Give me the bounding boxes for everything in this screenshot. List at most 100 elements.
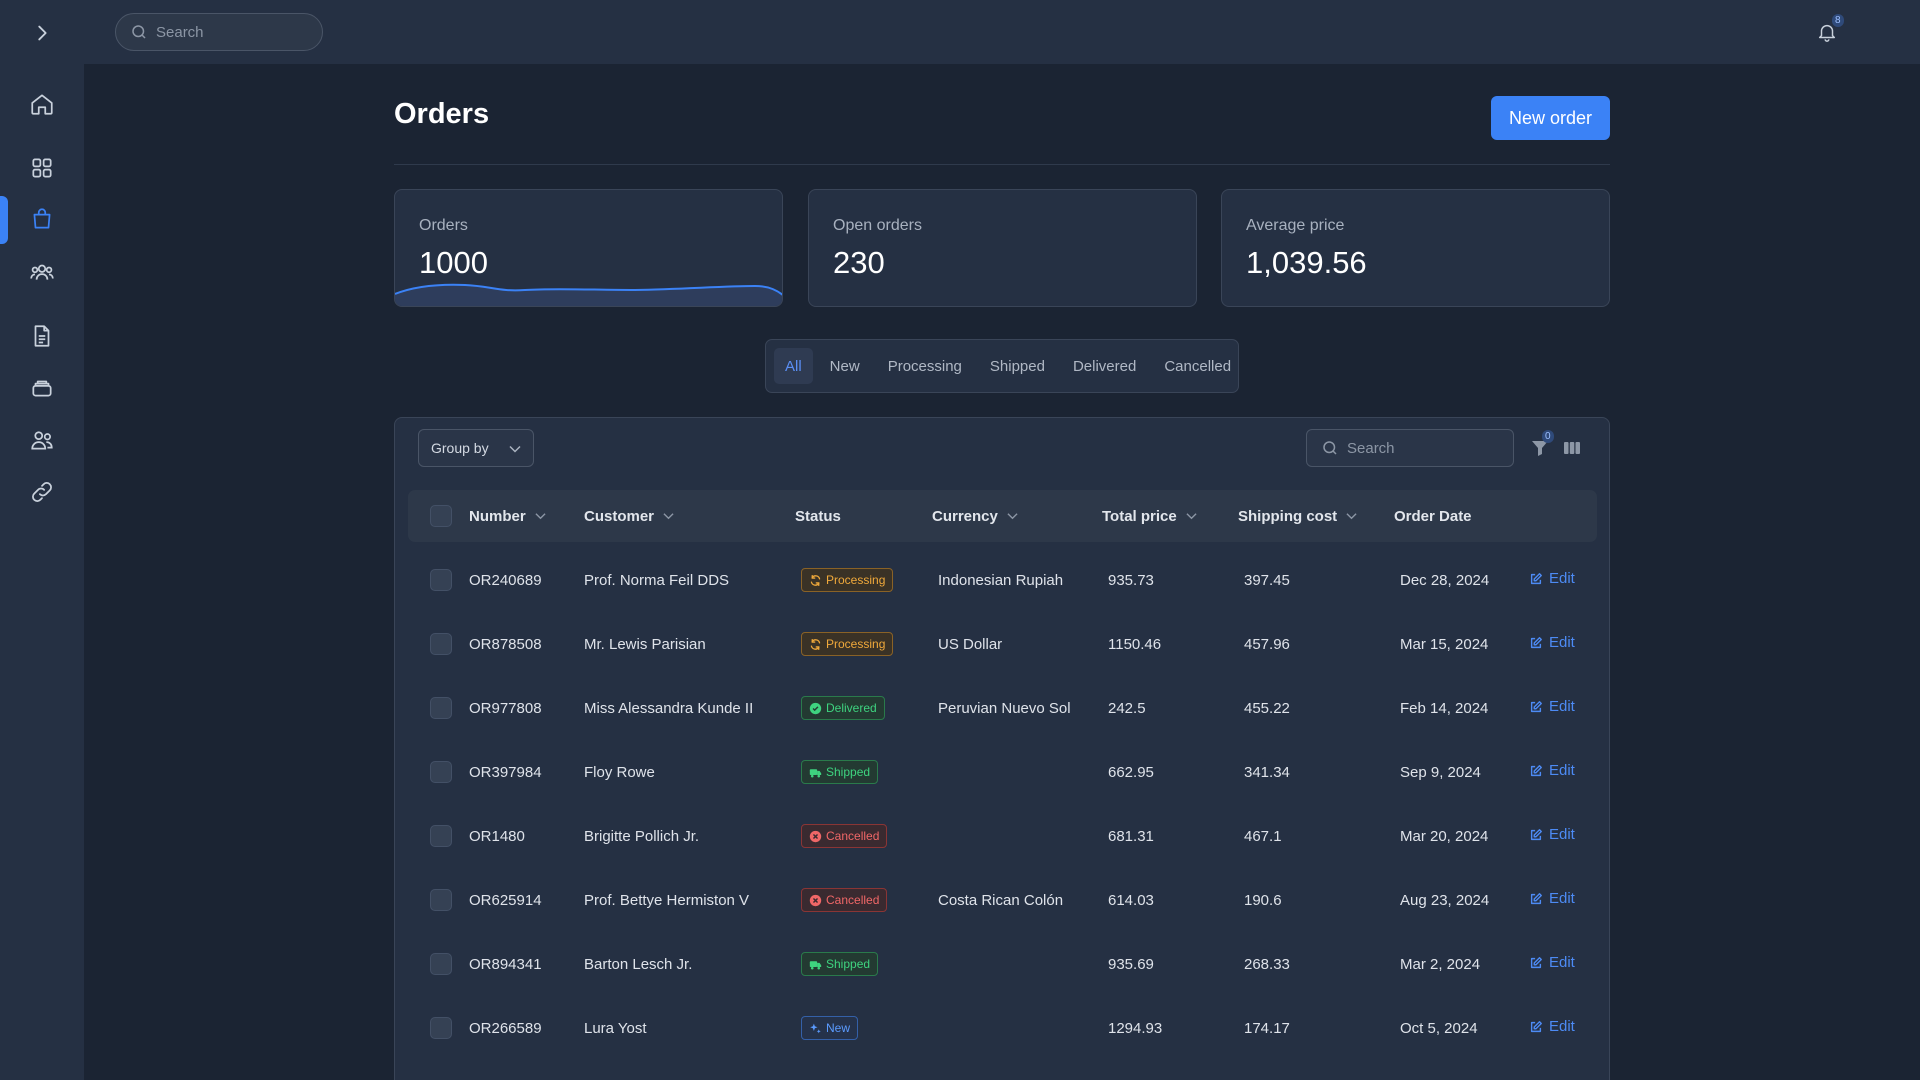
column-header-customer[interactable]: Customer	[584, 490, 674, 542]
sidebar-item-dashboard[interactable]	[0, 145, 84, 191]
table-row[interactable]: OR397984 Floy Rowe Shipped 662.95 341.34…	[395, 740, 1611, 804]
shipping-cost: 268.33	[1244, 955, 1290, 973]
stat-label: Open orders	[833, 217, 922, 234]
sidebar-item-inventory[interactable]	[0, 365, 84, 411]
column-label: Number	[469, 507, 526, 525]
users-icon	[31, 431, 53, 450]
row-checkbox[interactable]	[430, 633, 452, 655]
column-label: Shipping cost	[1238, 507, 1338, 525]
shipping-cost: 174.17	[1244, 1019, 1290, 1037]
sidebar-item-orders[interactable]	[0, 196, 84, 244]
order-date: Mar 15, 2024	[1400, 635, 1489, 653]
row-checkbox[interactable]	[430, 1017, 452, 1039]
global-search[interactable]	[115, 13, 323, 51]
edit-label: Edit	[1549, 1018, 1575, 1035]
sidebar-item-home[interactable]	[0, 81, 84, 127]
tab-delivered[interactable]: Delivered	[1072, 357, 1137, 375]
column-header-shipping-cost[interactable]: Shipping cost	[1238, 490, 1357, 542]
status-cell: Delivered	[801, 676, 885, 740]
x-circle-icon	[809, 894, 822, 906]
group-icon	[30, 264, 54, 280]
stat-value: 1,039.56	[1246, 245, 1367, 280]
row-checkbox[interactable]	[430, 825, 452, 847]
edit-button[interactable]: Edit	[1529, 1018, 1575, 1035]
order-number: OR625914	[469, 891, 542, 909]
status-label: Delivered	[826, 701, 877, 715]
table-row[interactable]: OR266589 Lura Yost New 1294.93 174.17 Oc…	[395, 996, 1611, 1060]
edit-button[interactable]: Edit	[1529, 890, 1575, 907]
edit-icon	[1530, 764, 1542, 776]
status-cell: New	[801, 996, 859, 1060]
edit-button[interactable]: Edit	[1529, 698, 1575, 715]
sidebar-item-links[interactable]	[0, 469, 84, 515]
shipping-cost: 341.34	[1244, 763, 1290, 781]
global-search-input[interactable]	[156, 23, 306, 41]
customer-name: Lura Yost	[584, 1019, 647, 1037]
shipping-cost: 467.1	[1244, 827, 1282, 845]
table-search[interactable]	[1306, 429, 1514, 467]
edit-button[interactable]: Edit	[1529, 634, 1575, 651]
select-all-checkbox[interactable]	[430, 505, 452, 527]
column-header-order-date: Order Date	[1394, 490, 1472, 542]
status-cell: Shipped	[801, 740, 879, 804]
chevron-down-icon	[509, 445, 521, 453]
status-cell: Shipped	[801, 932, 879, 996]
column-header-total-price[interactable]: Total price	[1102, 490, 1197, 542]
edit-button[interactable]: Edit	[1529, 826, 1575, 843]
edit-label: Edit	[1549, 634, 1575, 651]
group-by-select[interactable]: Group by	[418, 429, 534, 467]
row-checkbox[interactable]	[430, 569, 452, 591]
tab-all[interactable]: All	[774, 348, 813, 384]
filter-count-badge: 0	[1542, 430, 1554, 443]
notification-count-badge: 8	[1832, 14, 1844, 27]
sidebar-item-documents[interactable]	[0, 313, 84, 359]
stat-card-open-orders: Open orders 230	[808, 189, 1197, 307]
column-header-currency[interactable]: Currency	[932, 490, 1018, 542]
edit-button[interactable]: Edit	[1529, 762, 1575, 779]
table-row[interactable]: OR977808 Miss Alessandra Kunde II Delive…	[395, 676, 1611, 740]
currency: Peruvian Nuevo Sol	[938, 699, 1071, 717]
table-row[interactable]: OR240689 Prof. Norma Feil DDS Processing…	[395, 548, 1611, 612]
edit-label: Edit	[1549, 826, 1575, 843]
filter-icon[interactable]	[1530, 438, 1550, 458]
tab-cancelled[interactable]: Cancelled	[1164, 357, 1232, 375]
chevron-down-icon	[663, 513, 674, 520]
edit-button[interactable]: Edit	[1529, 570, 1575, 587]
tab-processing[interactable]: Processing	[887, 357, 962, 375]
new-order-button[interactable]: New order	[1491, 96, 1610, 140]
chevron-down-icon	[1346, 513, 1357, 520]
order-number: OR878508	[469, 635, 542, 653]
row-checkbox[interactable]	[430, 953, 452, 975]
table-row[interactable]: OR625914 Prof. Bettye Hermiston V Cancel…	[395, 868, 1611, 932]
notifications-button[interactable]	[1813, 18, 1841, 46]
row-checkbox[interactable]	[430, 761, 452, 783]
status-badge: Shipped	[801, 952, 879, 976]
table-search-input[interactable]	[1347, 439, 1497, 457]
customer-name: Barton Lesch Jr.	[584, 955, 693, 973]
column-header-number[interactable]: Number	[469, 490, 546, 542]
row-checkbox[interactable]	[430, 889, 452, 911]
customer-name: Brigitte Pollich Jr.	[584, 827, 700, 845]
refresh-icon	[810, 638, 821, 650]
order-date: Mar 2, 2024	[1400, 955, 1481, 973]
status-cell: Cancelled	[801, 868, 888, 932]
row-checkbox[interactable]	[430, 697, 452, 719]
order-number: OR397984	[469, 763, 542, 781]
order-date: Mar 20, 2024	[1400, 827, 1489, 845]
table-row[interactable]: OR1480 Brigitte Pollich Jr. Cancelled 68…	[395, 804, 1611, 868]
sidebar-item-customers[interactable]	[0, 249, 84, 295]
edit-label: Edit	[1549, 762, 1575, 779]
search-icon	[1323, 441, 1337, 455]
topbar: 8 DU	[84, 0, 1920, 64]
table-row[interactable]: OR894341 Barton Lesch Jr. Shipped 935.69…	[395, 932, 1611, 996]
shipping-cost: 190.6	[1244, 891, 1282, 909]
tab-new[interactable]: New	[829, 357, 860, 375]
tab-shipped[interactable]: Shipped	[989, 357, 1045, 375]
table-row[interactable]: OR878508 Mr. Lewis Parisian Processing U…	[395, 612, 1611, 676]
columns-icon[interactable]	[1562, 438, 1582, 458]
sidebar-item-users[interactable]	[0, 417, 84, 463]
edit-button[interactable]: Edit	[1529, 954, 1575, 971]
stat-label: Average price	[1246, 217, 1345, 234]
order-number: OR240689	[469, 571, 542, 589]
expand-sidebar-button[interactable]	[27, 18, 57, 48]
